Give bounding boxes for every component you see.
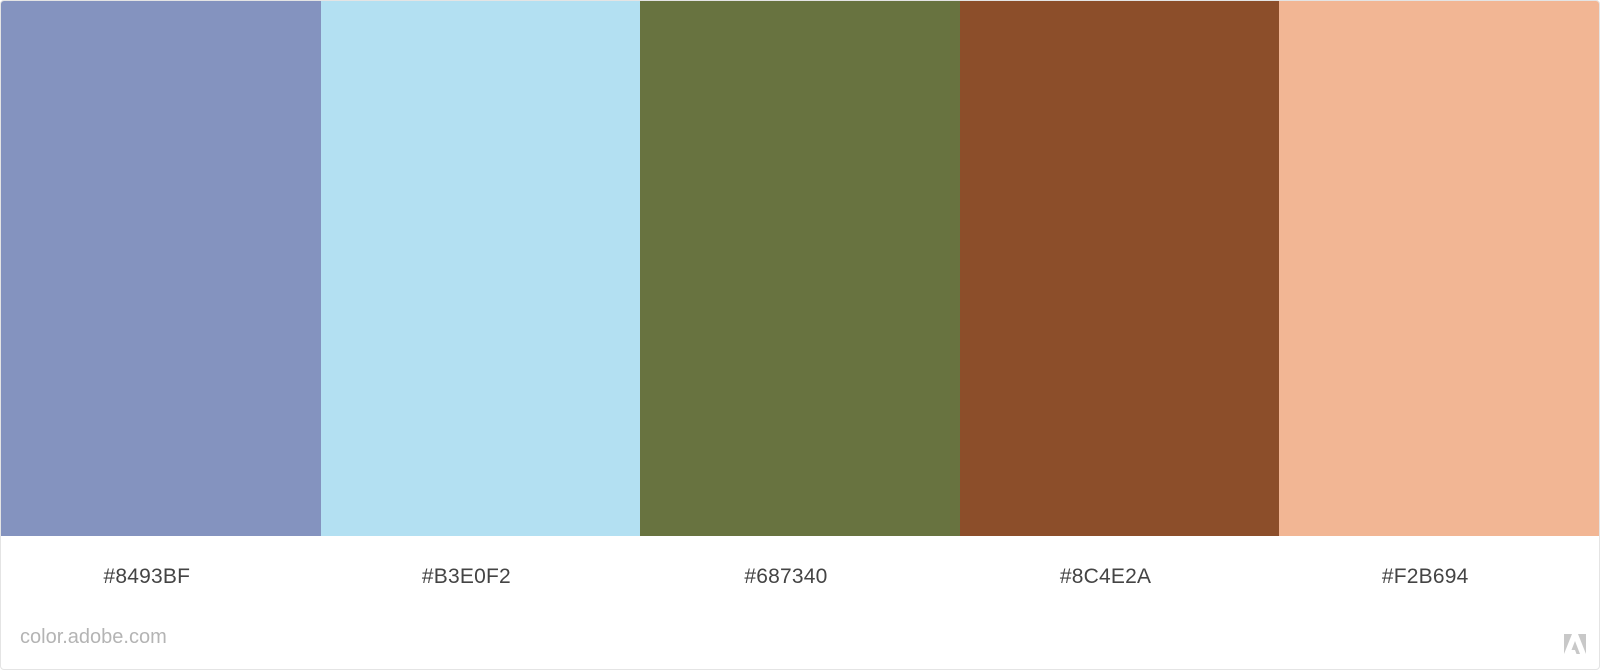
swatch-row	[1, 1, 1599, 536]
adobe-logo-left-shape	[1564, 634, 1572, 654]
hex-label-3: #687340	[744, 565, 828, 588]
adobe-logo-center-shape	[1571, 641, 1580, 654]
color-swatch-2[interactable]	[320, 1, 641, 536]
hex-label-1: #8493BF	[103, 565, 191, 588]
color-swatch-4[interactable]	[959, 1, 1280, 536]
hex-label-2: #B3E0F2	[421, 565, 511, 588]
site-url-label: color.adobe.com	[20, 626, 167, 648]
hex-label-5: #F2B694	[1381, 565, 1469, 588]
adobe-logo-icon	[1564, 634, 1586, 654]
color-swatch-1[interactable]	[1, 1, 321, 536]
hex-label-4: #8C4E2A	[1059, 565, 1152, 588]
color-swatch-5[interactable]	[1279, 1, 1599, 536]
hex-label-row: #8493BF #B3E0F2 #687340 #8C4E2A #F2B694	[1, 536, 1599, 616]
color-swatch-3[interactable]	[640, 1, 960, 536]
adobe-logo-right-shape	[1578, 634, 1586, 654]
